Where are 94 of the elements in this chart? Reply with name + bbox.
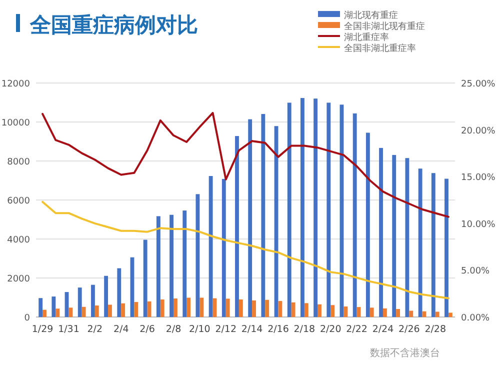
- x-tick-label: 2/10: [189, 324, 210, 335]
- bar: [265, 300, 270, 317]
- bar: [134, 302, 138, 317]
- bar: [252, 300, 256, 317]
- bar: [222, 178, 226, 317]
- y2-tick-label: 10.00%: [461, 220, 496, 230]
- legend-label: 湖北现有重症: [344, 10, 398, 21]
- bar: [182, 210, 187, 317]
- y-tick-label: 8000: [7, 158, 30, 168]
- y-tick-label: 0: [24, 314, 30, 324]
- bar: [444, 178, 448, 317]
- bar: [356, 307, 361, 317]
- y2-tick-label: 0.00%: [461, 314, 490, 324]
- bar: [261, 114, 266, 317]
- y-tick-label: 10000: [1, 118, 30, 128]
- x-tick-label: 2/26: [398, 324, 420, 335]
- x-tick-label: 2/18: [294, 324, 316, 335]
- x-tick-label: 2/28: [424, 324, 446, 335]
- bar: [38, 298, 43, 317]
- bar: [300, 98, 304, 317]
- x-tick-label: 2/4: [113, 324, 129, 335]
- bar: [248, 119, 252, 317]
- bar: [314, 98, 318, 317]
- line-series: [42, 112, 450, 218]
- x-tick-label: 2/14: [241, 324, 263, 335]
- bar: [104, 276, 108, 317]
- bar: [370, 308, 374, 317]
- y2-tick-label: 5.00%: [461, 266, 490, 277]
- bar: [42, 310, 46, 317]
- bar: [94, 305, 99, 317]
- text: 数据不含港澳台: [370, 347, 440, 359]
- y2-tick-label: 15.00%: [461, 173, 496, 184]
- x-tick-label: 2/20: [320, 324, 342, 335]
- bar: [117, 268, 122, 317]
- x-tick-label: 2/8: [166, 324, 182, 335]
- bar: [405, 158, 410, 317]
- line-series: [42, 200, 450, 300]
- bar: [68, 308, 73, 317]
- bar: [379, 148, 383, 317]
- bar: [238, 299, 243, 317]
- bar: [291, 302, 296, 317]
- y2-tick-label: 25.00%: [461, 80, 496, 90]
- bar: [121, 303, 126, 317]
- bar: [56, 308, 60, 317]
- legend-label: 全国非湖北现有重症: [344, 21, 425, 32]
- bar: [435, 312, 440, 317]
- bar: [304, 303, 308, 317]
- bar: [278, 301, 282, 317]
- bar: [409, 310, 414, 317]
- x-tick-label: 1/29: [32, 324, 54, 335]
- bar: [352, 113, 357, 317]
- bar: [448, 312, 452, 317]
- bar: [170, 214, 174, 317]
- bar: [160, 299, 164, 317]
- bar: [200, 298, 204, 317]
- bar: [318, 304, 322, 317]
- bar: [226, 298, 230, 317]
- y-tick-label: 4000: [7, 236, 30, 246]
- y2-tick-label: 20.00%: [461, 126, 496, 136]
- bar: [156, 216, 160, 317]
- bar: [143, 240, 148, 317]
- y-tick-label: 6000: [7, 196, 30, 206]
- y-tick-label: 12000: [1, 80, 30, 90]
- bar: [330, 305, 335, 317]
- bar: [235, 136, 239, 317]
- legend-label: 湖北重症率: [344, 32, 389, 43]
- bar: [208, 176, 213, 317]
- x-tick-label: 1/31: [58, 324, 80, 335]
- bar: [196, 194, 200, 317]
- bar: [108, 304, 112, 317]
- legend-label: 全国非湖北重症率: [344, 43, 416, 54]
- y-tick-label: 2000: [7, 274, 30, 284]
- chart-title: 全国重症病例对比: [29, 13, 198, 37]
- bar: [326, 102, 331, 317]
- x-tick-label: 2/12: [215, 324, 237, 335]
- bar: [78, 288, 82, 317]
- bar: [392, 154, 396, 317]
- bar: [382, 308, 387, 317]
- bar: [173, 298, 178, 317]
- bar: [418, 168, 422, 317]
- x-tick-label: 2/16: [268, 324, 289, 335]
- bar: [82, 306, 86, 317]
- bar: [431, 173, 436, 317]
- bar: [52, 296, 56, 317]
- bar: [344, 306, 348, 317]
- x-tick-label: 2/24: [372, 324, 394, 335]
- bar: [186, 298, 191, 317]
- bar: [287, 102, 292, 317]
- x-tick-label: 2/2: [87, 324, 103, 335]
- bar: [90, 284, 95, 317]
- bar: [366, 132, 370, 317]
- bar: [396, 309, 400, 317]
- x-tick-label: 2/6: [140, 324, 155, 335]
- x-tick-label: 2/22: [346, 324, 368, 335]
